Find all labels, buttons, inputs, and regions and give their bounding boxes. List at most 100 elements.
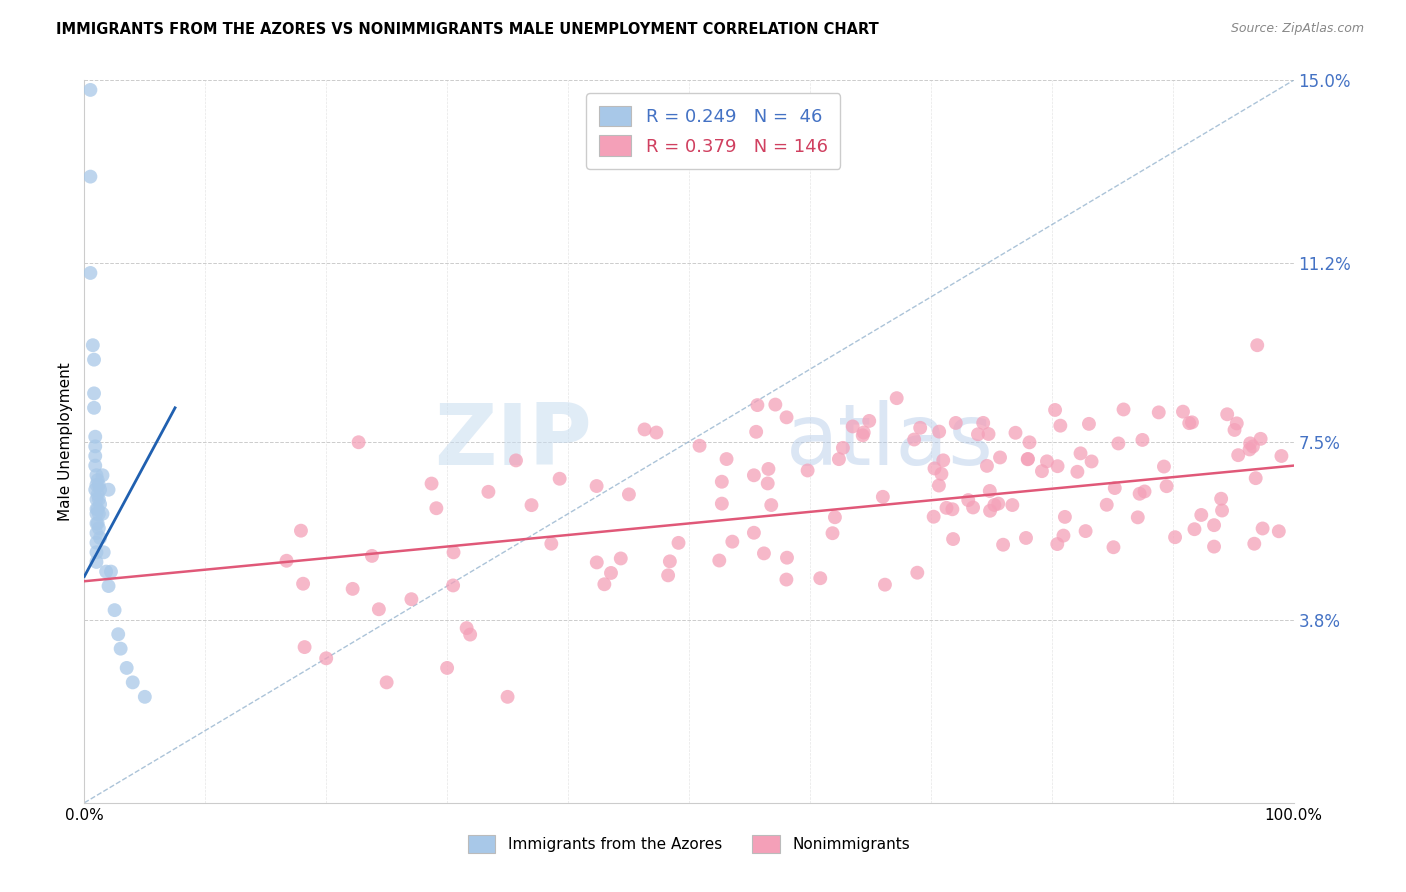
- Point: [1239, 436, 1261, 450]
- Point: [935, 500, 957, 515]
- Point: [775, 573, 797, 587]
- Point: [908, 421, 931, 435]
- Point: [1241, 440, 1264, 454]
- Point: [824, 510, 846, 524]
- Point: [84, 483, 107, 497]
- Point: [987, 497, 1010, 511]
- Point: [1018, 435, 1040, 450]
- Point: [1251, 521, 1274, 535]
- Point: [928, 425, 950, 439]
- Point: [796, 463, 818, 477]
- Point: [342, 582, 364, 596]
- Text: Source: ZipAtlas.com: Source: ZipAtlas.com: [1230, 22, 1364, 36]
- Point: [979, 483, 1001, 498]
- Point: [79, 266, 101, 280]
- Point: [1202, 540, 1225, 554]
- Point: [1104, 481, 1126, 495]
- Point: [931, 467, 953, 481]
- Point: [617, 487, 640, 501]
- Point: [86, 555, 108, 569]
- Point: [821, 526, 844, 541]
- Point: [91, 507, 114, 521]
- Point: [928, 478, 950, 492]
- Point: [1244, 471, 1267, 485]
- Point: [84, 449, 107, 463]
- Point: [121, 675, 143, 690]
- Point: [1017, 452, 1039, 467]
- Point: [758, 462, 780, 476]
- Point: [905, 566, 928, 580]
- Point: [84, 430, 107, 444]
- Point: [668, 536, 690, 550]
- Point: [456, 621, 478, 635]
- Point: [1001, 498, 1024, 512]
- Point: [979, 504, 1001, 518]
- Point: [745, 425, 768, 439]
- Point: [89, 483, 111, 497]
- Text: ZIP: ZIP: [434, 400, 592, 483]
- Point: [540, 537, 562, 551]
- Point: [79, 169, 101, 184]
- Point: [94, 565, 117, 579]
- Point: [1031, 464, 1053, 478]
- Point: [443, 545, 465, 559]
- Point: [710, 497, 733, 511]
- Point: [761, 498, 783, 512]
- Point: [115, 661, 138, 675]
- Point: [873, 577, 896, 591]
- Point: [1239, 442, 1261, 457]
- Point: [84, 439, 107, 453]
- Point: [548, 472, 571, 486]
- Point: [1015, 531, 1038, 545]
- Point: [1223, 423, 1246, 437]
- Point: [1178, 416, 1201, 430]
- Point: [1226, 417, 1249, 431]
- Point: [107, 627, 129, 641]
- Point: [91, 468, 114, 483]
- Point: [1184, 522, 1206, 536]
- Point: [86, 473, 108, 487]
- Point: [1156, 479, 1178, 493]
- Point: [903, 433, 925, 447]
- Point: [83, 401, 105, 415]
- Point: [375, 675, 398, 690]
- Point: [752, 546, 775, 560]
- Text: IMMIGRANTS FROM THE AZORES VS NONIMMIGRANTS MALE UNEMPLOYMENT CORRELATION CHART: IMMIGRANTS FROM THE AZORES VS NONIMMIGRA…: [56, 22, 879, 37]
- Point: [1126, 510, 1149, 524]
- Point: [1112, 402, 1135, 417]
- Point: [1181, 415, 1204, 429]
- Point: [742, 525, 765, 540]
- Point: [709, 553, 731, 567]
- Point: [477, 484, 499, 499]
- Point: [1043, 403, 1066, 417]
- Point: [991, 538, 1014, 552]
- Point: [924, 461, 946, 475]
- Point: [962, 500, 984, 515]
- Point: [294, 640, 316, 654]
- Point: [1095, 498, 1118, 512]
- Point: [1080, 454, 1102, 468]
- Point: [315, 651, 337, 665]
- Point: [83, 386, 105, 401]
- Point: [967, 427, 990, 442]
- Point: [657, 568, 679, 582]
- Point: [134, 690, 156, 704]
- Point: [922, 509, 945, 524]
- Point: [1270, 449, 1292, 463]
- Point: [1189, 508, 1212, 522]
- Point: [1268, 524, 1291, 539]
- Point: [1202, 518, 1225, 533]
- Point: [361, 549, 384, 563]
- Point: [1066, 465, 1088, 479]
- Point: [104, 603, 127, 617]
- Point: [872, 490, 894, 504]
- Point: [977, 427, 1000, 442]
- Point: [97, 483, 120, 497]
- Point: [983, 498, 1005, 512]
- Point: [87, 478, 110, 492]
- Point: [89, 497, 111, 511]
- Point: [1132, 433, 1154, 447]
- Point: [721, 534, 744, 549]
- Point: [458, 627, 481, 641]
- Point: [1017, 452, 1039, 467]
